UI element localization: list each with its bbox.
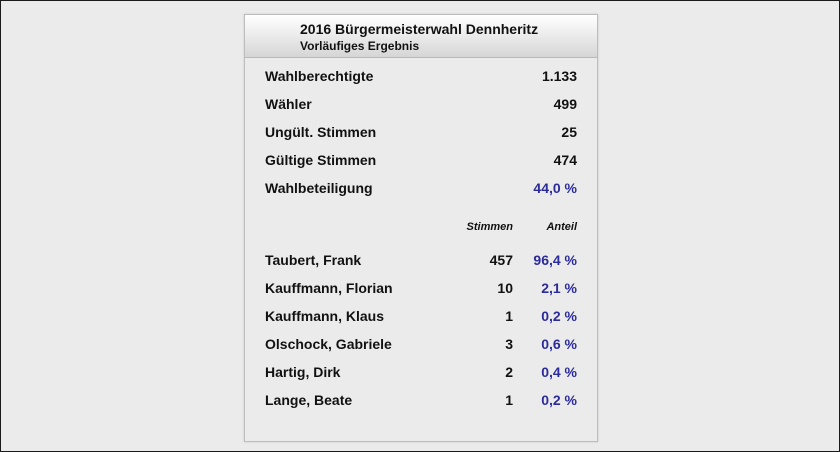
summary-label: Ungült. Stimmen — [265, 124, 377, 140]
summary-label: Wähler — [265, 96, 312, 112]
column-header-votes: Stimmen — [466, 221, 513, 233]
summary-label: Wahlbeteiligung — [265, 180, 373, 196]
card-header: 2016 Bürgermeisterwahl Dennheritz Vorläu… — [245, 15, 597, 58]
candidate-name: Hartig, Dirk — [265, 364, 341, 380]
candidate-votes: 3 — [505, 336, 513, 352]
summary-value: 499 — [553, 96, 577, 112]
candidate-row: Kauffmann, Florian 10 2,1 % — [265, 280, 577, 300]
candidate-votes: 2 — [505, 364, 513, 380]
page-title: 2016 Bürgermeisterwahl Dennheritz — [300, 21, 539, 37]
summary-row-valid: Gültige Stimmen 474 — [265, 152, 577, 172]
summary-value: 1.133 — [541, 68, 577, 84]
candidate-row: Hartig, Dirk 2 0,4 % — [265, 364, 577, 384]
candidate-share: 0,2 % — [541, 392, 577, 408]
candidate-share: 2,1 % — [541, 280, 577, 296]
candidate-row: Kauffmann, Klaus 1 0,2 % — [265, 308, 577, 328]
summary-label: Gültige Stimmen — [265, 152, 377, 168]
summary-row-invalid: Ungült. Stimmen 25 — [265, 124, 577, 144]
candidate-votes: 1 — [505, 392, 513, 408]
candidate-share: 96,4 % — [533, 252, 577, 268]
candidate-row: Olschock, Gabriele 3 0,6 % — [265, 336, 577, 356]
summary-row-turnout: Wahlbeteiligung 44,0 % — [265, 180, 577, 200]
candidate-share: 0,6 % — [541, 336, 577, 352]
candidate-name: Lange, Beate — [265, 392, 353, 408]
column-header-share: Anteil — [546, 221, 577, 233]
summary-value: 25 — [561, 124, 577, 140]
candidate-row: Taubert, Frank 457 96,4 % — [265, 252, 577, 272]
candidate-votes: 10 — [497, 280, 513, 296]
page-subtitle: Vorläufiges Ergebnis — [300, 39, 420, 53]
summary-label: Wahlberechtigte — [265, 68, 374, 84]
candidate-votes: 457 — [489, 252, 513, 268]
candidate-share: 0,4 % — [541, 364, 577, 380]
candidate-name: Kauffmann, Florian — [265, 280, 393, 296]
candidate-row: Lange, Beate 1 0,2 % — [265, 392, 577, 412]
summary-value: 474 — [553, 152, 577, 168]
summary-value: 44,0 % — [533, 180, 577, 196]
candidate-name: Kauffmann, Klaus — [265, 308, 385, 324]
summary-row-eligible: Wahlberechtigte 1.133 — [265, 68, 577, 88]
results-card: 2016 Bürgermeisterwahl Dennheritz Vorläu… — [244, 14, 598, 442]
candidate-name: Taubert, Frank — [265, 252, 362, 268]
candidate-votes: 1 — [505, 308, 513, 324]
summary-row-voters: Wähler 499 — [265, 96, 577, 116]
candidate-name: Olschock, Gabriele — [265, 336, 392, 352]
candidate-share: 0,2 % — [541, 308, 577, 324]
